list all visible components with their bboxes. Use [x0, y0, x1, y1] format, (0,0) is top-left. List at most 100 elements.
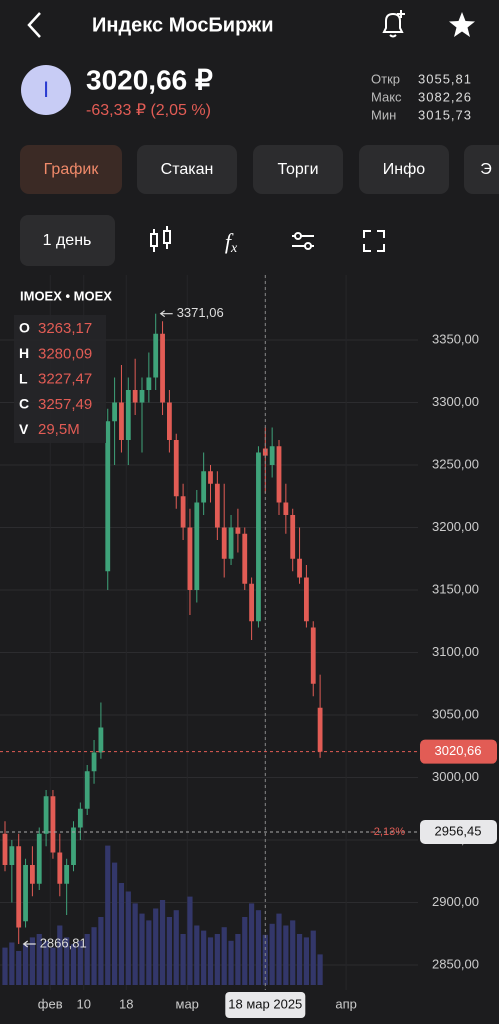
stat-label: Откр [371, 71, 400, 86]
candle-body [112, 402, 117, 422]
y-tick-label: 2900,00 [432, 894, 479, 909]
x-tick-label: 18 [119, 996, 133, 1011]
volume-bar [317, 954, 323, 985]
candle-body [105, 421, 111, 572]
candle-body [262, 448, 268, 456]
candle-body [187, 527, 193, 590]
volume-bar [235, 934, 241, 985]
volume-bar [29, 937, 35, 985]
volume-bar [194, 925, 200, 985]
tab[interactable] [253, 145, 343, 194]
volume-bar [132, 903, 138, 985]
interval: 1 день [43, 232, 92, 249]
candle-body [214, 483, 220, 528]
tab[interactable] [20, 145, 122, 194]
volume-bar [139, 913, 145, 985]
candle-body [297, 558, 302, 578]
candle-body [269, 446, 275, 465]
candle-body [50, 796, 56, 853]
candle-body [201, 471, 207, 503]
x-tick-label: 18 мар 2025 [228, 996, 302, 1011]
candle-body [71, 827, 76, 865]
candle-body [30, 865, 35, 884]
candle-body [194, 502, 200, 590]
reference-badge [420, 819, 497, 844]
reference-change: -2,13% [370, 826, 405, 838]
reference-label: 2956,45 [435, 823, 482, 838]
back-button[interactable] [27, 12, 41, 38]
legend-key: L [19, 370, 28, 386]
alert-button[interactable] [382, 10, 405, 38]
volume-bar [36, 934, 42, 985]
legend-value: 3280,09 [38, 345, 92, 362]
tab[interactable] [464, 145, 499, 194]
volume-bar [98, 917, 104, 985]
legend-value: 3227,47 [38, 371, 92, 388]
volume-bar [153, 908, 159, 985]
legend-key: C [19, 396, 29, 412]
legend-key: H [19, 345, 29, 361]
candle-body [235, 527, 241, 534]
volume-bar [159, 900, 166, 985]
volume-bar [118, 883, 125, 985]
candle-body [43, 796, 49, 834]
last-price-badge [420, 739, 497, 764]
candle-body [139, 390, 145, 403]
candle-body [249, 583, 254, 622]
x-tick-label: 10 [77, 996, 91, 1011]
volume-bar [91, 927, 97, 985]
volume-bar [166, 917, 172, 985]
candle-body [132, 390, 138, 403]
candle-body [2, 833, 8, 865]
fullscreen-button[interactable] [363, 230, 385, 252]
price: 3020,66 ₽ [86, 64, 213, 95]
legend-value: 3263,17 [38, 320, 92, 337]
candle-type-button[interactable] [150, 226, 171, 252]
volume-bar [57, 925, 63, 985]
volume-bar [64, 937, 70, 985]
y-tick-label: 3250,00 [432, 456, 479, 471]
volume-bar [310, 930, 316, 985]
candle-body [317, 707, 323, 752]
candle-body [173, 440, 179, 497]
title: Индекс МосБиржи [92, 14, 274, 36]
candle-body [208, 471, 213, 484]
legend-value: 29,5M [38, 421, 80, 438]
y-tick-label: 2850,00 [432, 956, 479, 971]
x-tick-highlight [225, 992, 306, 1018]
candle-body [242, 533, 248, 584]
interval-button[interactable] [20, 215, 115, 266]
volume-bar [16, 951, 22, 985]
volume-bar [180, 934, 186, 985]
candle-body [221, 527, 227, 559]
y-tick-label: 3100,00 [432, 644, 479, 659]
candle-body [304, 577, 309, 622]
legend-box [14, 315, 106, 443]
stat-label: Мин [371, 107, 396, 122]
candle-body [228, 527, 234, 559]
tab[interactable] [359, 145, 449, 194]
settings-button[interactable] [292, 232, 314, 250]
volume-bar [242, 917, 248, 985]
tab-label: Э [480, 161, 492, 178]
volume-bar [70, 944, 77, 985]
volume-bar [50, 947, 56, 985]
stat-label: Макс [371, 89, 402, 104]
tab-label: Инфо [383, 161, 426, 178]
candle-body [310, 627, 316, 684]
favorite-button[interactable] [449, 12, 475, 37]
candle-body [36, 833, 42, 884]
legend-key: V [19, 421, 29, 437]
volume-bar [173, 910, 179, 985]
candle-body [276, 446, 282, 503]
candle-body [119, 402, 124, 440]
volume-bar [201, 930, 207, 985]
volume-bar [255, 910, 262, 985]
tab[interactable] [137, 145, 237, 194]
volume-bar [2, 947, 8, 985]
volume-bar [276, 913, 282, 985]
candle-body [77, 808, 83, 828]
x-tick-label: фев [38, 996, 63, 1011]
volume-bar [221, 927, 227, 985]
